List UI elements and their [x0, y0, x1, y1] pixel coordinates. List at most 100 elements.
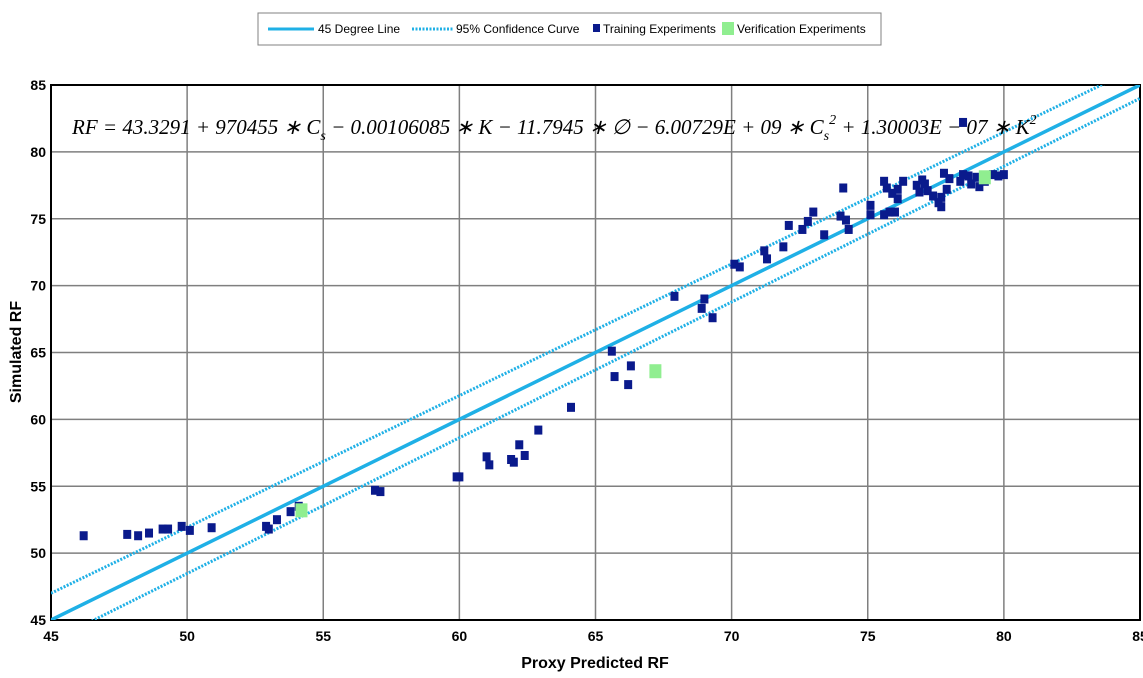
training-point [784, 220, 793, 230]
y-tick-label: 75 [30, 211, 46, 227]
training-point [264, 524, 273, 534]
training-point [798, 224, 807, 234]
training-point [185, 525, 194, 535]
training-point [929, 191, 938, 201]
training-point [964, 171, 973, 181]
training-point [134, 531, 143, 541]
training-point [697, 303, 706, 313]
x-tick-label: 80 [996, 628, 1012, 644]
x-axis-title: Proxy Predicted RF [521, 655, 669, 672]
training-point [809, 207, 818, 217]
y-tick-label: 50 [30, 545, 46, 561]
y-tick-label: 60 [30, 411, 46, 427]
y-tick-label: 55 [30, 478, 46, 494]
training-point [708, 313, 717, 323]
legend: 45 Degree Line 95% Confidence Curve Trai… [257, 12, 882, 46]
plot-area-border [50, 84, 1141, 621]
training-point [880, 176, 889, 186]
training-point [988, 170, 997, 180]
training-point [670, 291, 679, 301]
training-point [999, 170, 1008, 180]
y-axis-title: Simulated RF [8, 301, 25, 403]
x-tick-label: 60 [452, 628, 468, 644]
training-point [866, 200, 875, 210]
x-tick-label: 45 [43, 628, 59, 644]
training-point [893, 194, 902, 204]
training-point [779, 242, 788, 252]
training-point [972, 172, 981, 182]
verification-point [978, 170, 991, 185]
verification-point [295, 503, 308, 518]
training-point [158, 524, 167, 534]
training-point [885, 207, 894, 217]
training-point [272, 515, 281, 525]
training-point [145, 528, 154, 538]
training-point [730, 259, 739, 269]
training-point [915, 187, 924, 197]
training-point [975, 182, 984, 192]
training-point [376, 487, 385, 497]
training-point [79, 531, 88, 541]
training-point [164, 524, 173, 534]
training-point [945, 174, 954, 184]
legend-box [257, 12, 882, 46]
x-tick-label: 70 [724, 628, 740, 644]
training-point [607, 346, 616, 356]
training-point [888, 188, 897, 198]
line-series [51, 85, 1140, 620]
training-point [763, 254, 772, 264]
training-point [803, 216, 812, 226]
training-point [515, 440, 524, 450]
training-point [839, 183, 848, 193]
training-point [509, 457, 518, 467]
training-point [700, 294, 709, 304]
45-degree-line [51, 85, 1140, 620]
training-point [841, 215, 850, 225]
legend-swatch-training [593, 24, 600, 32]
training-point [937, 192, 946, 202]
training-point [899, 176, 908, 186]
training-point [123, 529, 132, 539]
training-point [485, 460, 494, 470]
y-tick-label: 70 [30, 278, 46, 294]
x-tick-label: 85 [1132, 628, 1143, 644]
training-point [866, 210, 875, 220]
legend-label-confidence-curve: 95% Confidence Curve [456, 22, 580, 36]
training-points [79, 117, 1008, 541]
y-tick-label: 65 [30, 345, 46, 361]
training-point [735, 262, 744, 272]
training-point [626, 361, 635, 371]
training-point [836, 211, 845, 221]
x-axis-tick-labels: 45 50 55 60 65 70 75 80 85 [43, 628, 1143, 644]
x-tick-label: 65 [588, 628, 604, 644]
legend-swatch-verification [722, 22, 734, 35]
training-point [942, 184, 951, 194]
training-point [534, 425, 543, 435]
legend-label-45-degree-line: 45 Degree Line [318, 22, 400, 36]
training-point [177, 521, 186, 531]
training-point [880, 210, 889, 220]
training-point [207, 523, 216, 533]
training-point [912, 180, 921, 190]
training-point [967, 179, 976, 189]
legend-label-training: Training Experiments [603, 22, 716, 36]
y-tick-label: 85 [30, 77, 46, 93]
x-tick-label: 55 [315, 628, 331, 644]
training-point [482, 452, 491, 462]
y-tick-label: 80 [30, 144, 46, 160]
verification-point [649, 364, 662, 379]
training-point [610, 372, 619, 382]
training-point [624, 380, 633, 390]
training-point [923, 186, 932, 196]
training-point [893, 184, 902, 194]
training-point [939, 168, 948, 178]
regression-equation: RF = 43.3291 + 970455 ∗ Cs − 0.00106085 … [71, 113, 1037, 144]
training-point [760, 246, 769, 256]
training-point [370, 485, 379, 495]
training-point [920, 179, 929, 189]
x-tick-label: 75 [860, 628, 876, 644]
confidence-curve [51, 85, 1105, 595]
training-point [959, 117, 968, 127]
training-point [455, 472, 464, 482]
